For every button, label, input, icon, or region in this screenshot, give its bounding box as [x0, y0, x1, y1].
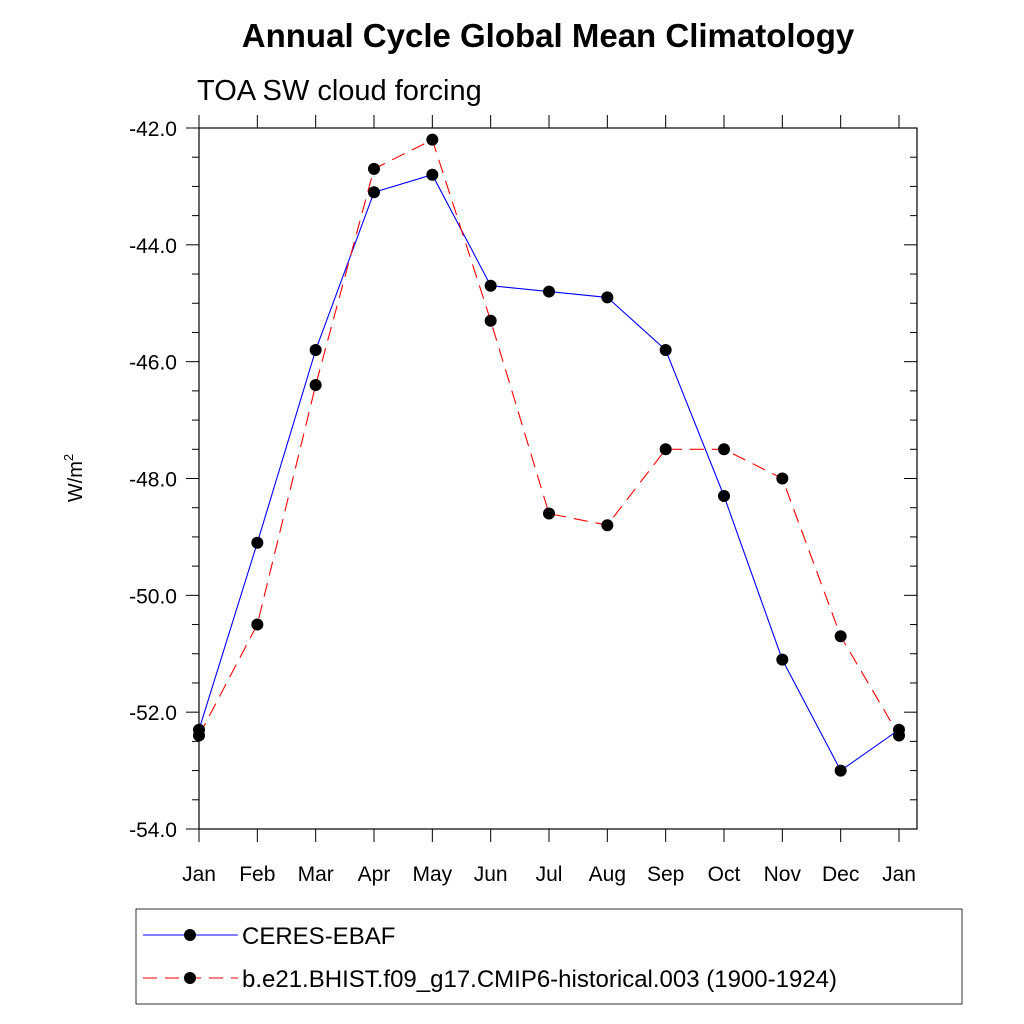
series-1-point	[368, 186, 380, 199]
series-2-point	[484, 314, 497, 327]
y-axis-label: W/m2	[61, 454, 87, 502]
series-line-2	[198, 138, 900, 736]
x-tick-label: Apr	[358, 863, 391, 886]
series-1-point	[251, 536, 264, 549]
y-axis-label-text: W/m	[65, 461, 87, 502]
x-tick-label: Aug	[589, 863, 626, 886]
chart-title: Annual Cycle Global Mean Climatology	[242, 17, 855, 54]
series-1-point	[601, 291, 614, 304]
legend-marker-2	[184, 972, 196, 984]
legend-box	[135, 908, 963, 1005]
series-2-point	[776, 472, 789, 485]
series-1-point	[776, 653, 789, 666]
series-line-1	[198, 174, 900, 772]
series-2-point	[251, 618, 264, 631]
series-1-point	[309, 343, 322, 356]
y-tick-label: -44.0	[129, 235, 177, 258]
series-layer	[193, 133, 905, 777]
chart-subtitle: TOA SW cloud forcing	[197, 75, 482, 107]
legend: CERES-EBAF b.e21.BHIST.f09_g17.CMIP6-hist…	[143, 923, 837, 993]
series-1-point	[426, 168, 439, 181]
y-tick-label: -42.0	[129, 118, 177, 141]
series-2-point	[309, 379, 322, 392]
x-tick-label: May	[412, 863, 452, 886]
x-tick-label: Mar	[298, 863, 334, 886]
y-tick-label: -52.0	[129, 702, 177, 725]
y-tick-label: -54.0	[129, 819, 177, 842]
legend-label-2: b.e21.BHIST.f09_g17.CMIP6-historical.003…	[242, 966, 837, 993]
series-2-point	[368, 162, 380, 175]
series-2-point	[659, 443, 672, 456]
x-tick-label: Jun	[474, 863, 508, 886]
x-tick-labels: Jan Feb Mar Apr May Jun Jul Aug Sep Oct Nov Dec Jan	[182, 863, 916, 886]
series-1-point	[834, 764, 847, 777]
axis-ticks	[186, 115, 917, 842]
series-2-point	[601, 519, 614, 532]
series-2-point	[426, 133, 439, 146]
legend-marker-1	[184, 929, 196, 941]
x-tick-label: Jul	[536, 863, 563, 886]
x-tick-label: Sep	[647, 863, 684, 886]
x-tick-label: Dec	[822, 863, 859, 886]
series-2-point	[834, 630, 847, 643]
series-1-point	[659, 343, 672, 356]
x-tick-label: Jan	[882, 863, 916, 886]
y-tick-label: -48.0	[129, 469, 177, 492]
y-tick-label: -46.0	[129, 352, 177, 375]
series-1-point	[484, 279, 497, 292]
x-tick-label: Nov	[764, 863, 802, 886]
x-tick-label: Feb	[239, 863, 275, 886]
series-2-point	[193, 729, 205, 742]
plot-frame	[198, 127, 918, 830]
legend-label-1: CERES-EBAF	[242, 923, 395, 950]
series-2-point	[893, 729, 905, 742]
y-axis-label-superscript: 2	[61, 454, 76, 461]
series-1-point	[718, 490, 730, 503]
series-2-point	[718, 443, 730, 456]
y-tick-labels: -42.0 -44.0 -46.0 -48.0 -50.0 -52.0 -54.0	[129, 118, 177, 842]
series-2-point	[543, 507, 555, 520]
x-tick-label: Jan	[182, 863, 216, 886]
svg-text:W/m2: W/m2	[61, 454, 87, 502]
x-tick-label: Oct	[708, 863, 741, 886]
series-1-point	[543, 285, 555, 298]
y-tick-label: -50.0	[129, 585, 177, 608]
